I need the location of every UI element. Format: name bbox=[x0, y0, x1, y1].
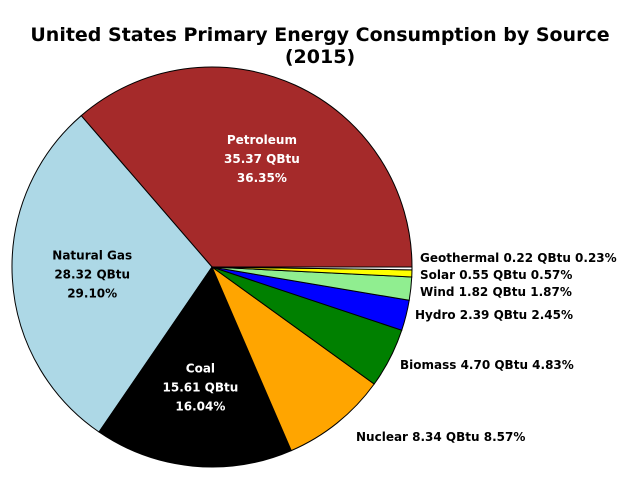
slice-label-natural-gas: Natural Gas 28.32 QBtu 29.10% bbox=[52, 249, 132, 301]
slice-label-geothermal: Geothermal 0.22 QBtu 0.23% bbox=[420, 251, 617, 265]
slice-label-biomass: Biomass 4.70 QBtu 4.83% bbox=[400, 358, 574, 372]
pie-slice-natural-gas bbox=[11, 114, 213, 433]
slice-label-coal: Coal 15.61 QBtu 16.04% bbox=[163, 361, 239, 413]
pie-slice-geothermal bbox=[211, 266, 413, 271]
slice-label-hydro: Hydro 2.39 QBtu 2.45% bbox=[415, 308, 573, 322]
slice-label-solar: Solar 0.55 QBtu 0.57% bbox=[420, 268, 572, 282]
pie-slice-nuclear bbox=[210, 265, 375, 452]
slice-label-petroleum: Petroleum 35.37 QBtu 36.35% bbox=[224, 133, 300, 185]
pie-slice-petroleum bbox=[80, 66, 413, 268]
pie-slice-coal bbox=[98, 265, 292, 468]
chart-title: United States Primary Energy Consumption… bbox=[30, 24, 610, 68]
slice-label-nuclear: Nuclear 8.34 QBtu 8.57% bbox=[356, 430, 525, 444]
slice-label-wind: Wind 1.82 QBtu 1.87% bbox=[420, 285, 572, 299]
